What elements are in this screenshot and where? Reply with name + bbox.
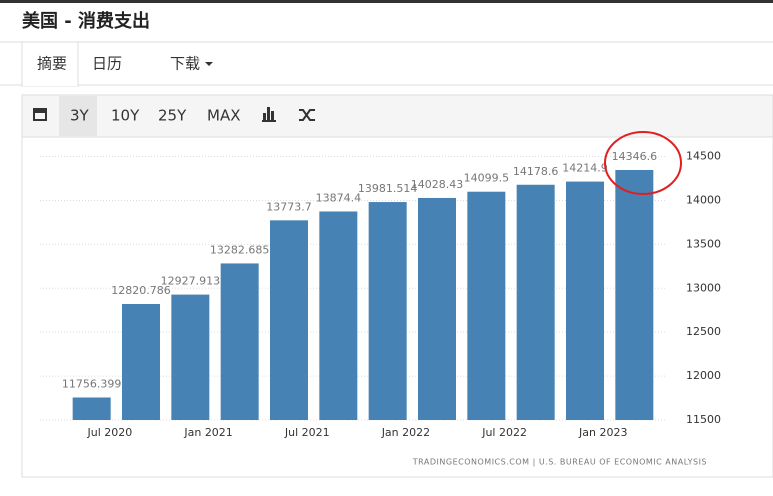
x-tick-label: Jul 2021 [284,426,330,439]
value-label: 14178.6 [513,165,559,178]
x-tick-label: Jan 2021 [183,426,232,439]
y-tick-label: 13000 [686,281,721,294]
shuffle-icon[interactable] [299,109,315,121]
x-tick-label: Jul 2022 [481,426,527,439]
y-tick-label: 14000 [686,193,721,206]
value-label: 13282.685 [210,243,270,256]
range-button[interactable]: 10Y [111,107,140,125]
range-button[interactable]: 25Y [158,107,187,125]
bar-chart-icon[interactable] [262,107,276,122]
y-tick-label: 13500 [686,237,721,250]
value-label: 12927.913 [161,275,221,288]
value-label: 13773.7 [266,200,312,213]
y-tick-label: 14500 [686,150,721,163]
bar [615,170,654,420]
value-label: 13981.514 [358,182,418,195]
page-title: 美国 - 消费支出 [22,10,150,32]
value-label: 14028.43 [411,178,464,191]
x-tick-label: Jan 2023 [578,426,627,439]
x-tick-label: Jul 2020 [87,426,133,439]
bar [566,181,604,420]
active-tab[interactable] [21,41,79,87]
y-tick-label: 12000 [686,369,721,382]
bar [270,220,308,420]
value-label: 13874.4 [316,191,362,204]
bar [467,191,506,420]
bar [368,202,407,420]
x-tick-label: Jan 2022 [381,426,430,439]
bar [418,197,456,420]
bar [122,304,160,420]
value-label: 11756.399 [62,377,122,390]
bar [220,263,259,420]
dropdown-caret [205,62,213,66]
top-bar [0,0,773,3]
value-label: 14214.9 [562,162,608,175]
tab[interactable]: 下载 [170,55,200,73]
y-tick-label: 12500 [686,325,721,338]
range-button[interactable]: 3Y [70,107,90,125]
value-label: 14346.6 [612,150,658,163]
highlight-circle [604,131,682,195]
value-label: 14099.5 [464,172,510,185]
range-button[interactable]: MAX [207,107,240,125]
bar [319,211,358,420]
bar [516,184,555,420]
value-label: 12820.786 [111,284,171,297]
tab[interactable]: 摘要 [37,55,67,73]
bar [72,397,111,420]
calendar-icon[interactable] [33,108,47,121]
y-tick-label: 11500 [686,413,721,426]
range-active [59,96,97,136]
source: TRADINGECONOMICS.COM | U.S. BUREAU OF EC… [412,458,707,467]
tab[interactable]: 日历 [92,55,122,73]
bar [171,294,210,420]
